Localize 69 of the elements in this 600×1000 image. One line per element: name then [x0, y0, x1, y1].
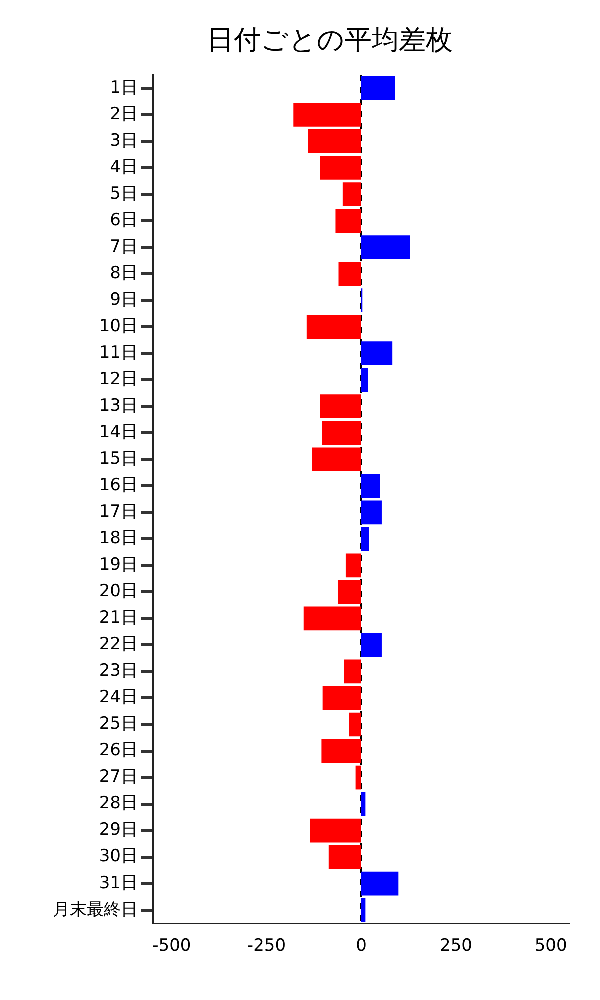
- bar: [310, 818, 362, 843]
- bar: [336, 209, 362, 233]
- bar: [362, 500, 382, 525]
- chart-title: 日付ごとの平均差枚: [206, 24, 454, 58]
- y-tick-label: 6日: [110, 210, 138, 230]
- bar: [342, 182, 362, 206]
- bar: [344, 660, 362, 684]
- bar: [312, 448, 362, 472]
- bar: [346, 554, 362, 578]
- x-tick-label: -250: [247, 936, 286, 956]
- bar: [308, 130, 362, 154]
- y-tick-label: 11日: [99, 343, 138, 364]
- bar: [322, 686, 362, 710]
- y-tick-label: 4日: [110, 157, 138, 178]
- y-tick-label: 22日: [99, 634, 138, 655]
- bar: [328, 845, 362, 870]
- y-tick-label: 13日: [99, 396, 138, 416]
- bar: [362, 527, 370, 552]
- bar: [338, 262, 362, 286]
- y-tick-label: 23日: [99, 661, 138, 682]
- y-tick-label: 25日: [99, 714, 138, 734]
- bar: [362, 76, 396, 100]
- y-tick-label: 2日: [110, 104, 138, 124]
- x-tick-label: 500: [534, 936, 568, 956]
- y-tick-label: 28日: [99, 794, 138, 814]
- bar: [322, 421, 362, 446]
- y-tick-label: 21日: [99, 608, 138, 628]
- y-tick-label: 31日: [99, 873, 138, 894]
- bar: [362, 474, 380, 498]
- bar: [362, 236, 410, 260]
- bar: [322, 739, 362, 764]
- bar: [294, 103, 362, 127]
- bar: [320, 156, 362, 180]
- bar: [362, 368, 368, 392]
- y-tick-label: 24日: [99, 688, 138, 708]
- x-tick-label: 250: [440, 936, 472, 956]
- y-tick-label: 5日: [110, 184, 138, 204]
- y-tick-label: 26日: [99, 740, 138, 761]
- bar: [304, 606, 362, 631]
- bar: [349, 712, 362, 737]
- bar: [362, 898, 366, 922]
- y-tick-label: 30日: [99, 846, 138, 867]
- y-tick-label: 12日: [99, 370, 138, 390]
- y-tick-label: 20日: [99, 582, 138, 602]
- y-tick-label: 27日: [99, 767, 138, 788]
- y-tick-label: 15日: [99, 449, 138, 470]
- bar: [306, 315, 362, 339]
- bar: [362, 633, 382, 658]
- bar: [362, 872, 399, 896]
- y-tick-label: 月末最終日: [53, 900, 138, 920]
- y-tick-label: 9日: [110, 290, 138, 310]
- x-tick-label: -500: [152, 936, 192, 956]
- y-tick-label: 3日: [110, 130, 138, 151]
- y-tick-label: 18日: [99, 528, 138, 549]
- bar: [362, 792, 366, 816]
- y-tick-label: 19日: [99, 555, 138, 576]
- y-tick-label: 17日: [99, 502, 138, 522]
- y-tick-label: 14日: [99, 422, 138, 443]
- bar: [356, 766, 362, 790]
- y-tick-label: 16日: [99, 476, 138, 496]
- bar: [338, 580, 362, 604]
- y-tick-label: 29日: [99, 820, 138, 840]
- y-tick-label: 1日: [110, 78, 138, 98]
- y-tick-label: 10日: [99, 316, 138, 336]
- x-tick-label: 0: [356, 936, 367, 956]
- bar: [320, 394, 362, 419]
- y-tick-label: 8日: [110, 263, 138, 284]
- y-tick-label: 7日: [110, 236, 138, 257]
- bar: [362, 342, 393, 366]
